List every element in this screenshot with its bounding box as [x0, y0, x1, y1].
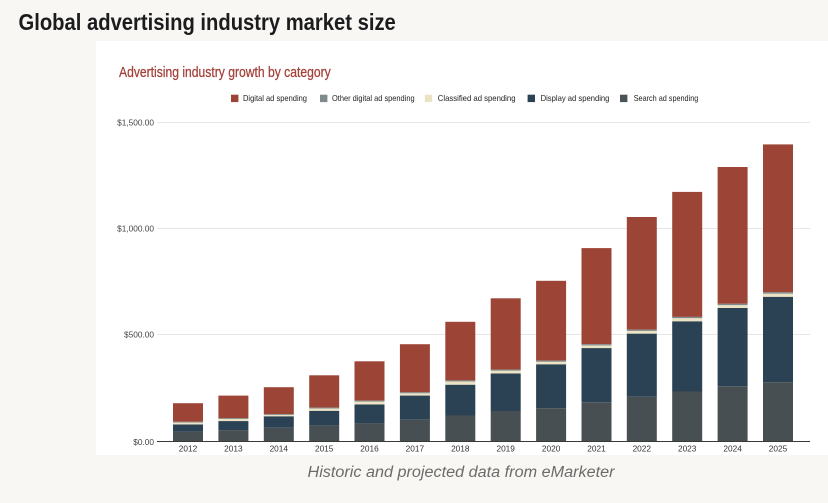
svg-text:2022: 2022 — [633, 444, 652, 454]
svg-text:Other digital ad spending: Other digital ad spending — [332, 93, 415, 103]
svg-text:Global advertising industry ma: Global advertising industry market size — [19, 8, 396, 35]
svg-text:Advertising industry growth by: Advertising industry growth by category — [119, 64, 331, 80]
svg-text:2013: 2013 — [224, 444, 243, 454]
svg-text:2025: 2025 — [769, 444, 788, 454]
svg-text:2016: 2016 — [360, 444, 379, 454]
svg-text:2021: 2021 — [587, 444, 606, 454]
svg-text:Classified ad spending: Classified ad spending — [438, 93, 516, 103]
svg-text:2019: 2019 — [496, 444, 515, 454]
svg-text:Digital ad spending: Digital ad spending — [243, 93, 307, 103]
svg-text:2012: 2012 — [179, 444, 198, 454]
svg-text:Search ad spending: Search ad spending — [634, 93, 699, 103]
svg-text:2024: 2024 — [723, 444, 742, 454]
svg-text:Display ad spending: Display ad spending — [541, 93, 610, 103]
svg-text:Historic and projected data fr: Historic and projected data from eMarket… — [308, 464, 616, 481]
svg-text:$0.00: $0.00 — [133, 437, 154, 447]
svg-text:2018: 2018 — [451, 444, 470, 454]
svg-text:2015: 2015 — [315, 444, 334, 454]
svg-text:$1,500.00: $1,500.00 — [117, 117, 154, 127]
svg-text:2023: 2023 — [678, 444, 697, 454]
svg-text:$500.00: $500.00 — [124, 329, 154, 339]
svg-text:2014: 2014 — [270, 444, 289, 454]
svg-text:$1,000.00: $1,000.00 — [117, 223, 154, 233]
svg-text:2017: 2017 — [406, 444, 425, 454]
svg-text:2020: 2020 — [542, 444, 561, 454]
